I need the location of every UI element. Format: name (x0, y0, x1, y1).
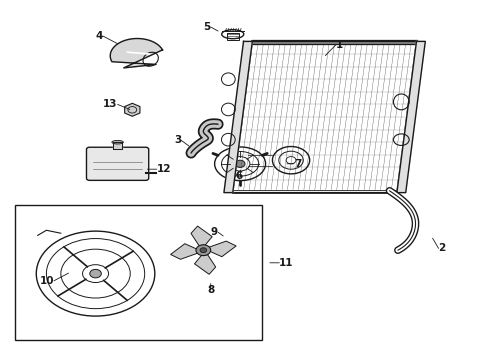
Polygon shape (195, 255, 216, 274)
Text: 11: 11 (279, 258, 294, 268)
Text: 4: 4 (96, 31, 103, 41)
Text: 8: 8 (207, 285, 214, 295)
Text: 10: 10 (39, 276, 54, 286)
Polygon shape (110, 39, 163, 68)
Text: 13: 13 (103, 99, 118, 109)
Polygon shape (124, 103, 140, 116)
Bar (227, 33, 239, 40)
Ellipse shape (112, 140, 123, 144)
Circle shape (235, 160, 245, 167)
Text: 12: 12 (157, 164, 172, 174)
Polygon shape (113, 142, 122, 149)
Text: 3: 3 (174, 135, 181, 145)
Polygon shape (191, 226, 212, 246)
Circle shape (196, 245, 211, 256)
Bar (15, 205, 262, 340)
Polygon shape (209, 241, 236, 257)
Text: 5: 5 (203, 22, 211, 32)
Polygon shape (397, 41, 425, 193)
Circle shape (200, 248, 207, 253)
Text: 1: 1 (336, 40, 343, 50)
Polygon shape (171, 244, 197, 259)
FancyBboxPatch shape (86, 147, 149, 180)
Text: 7: 7 (294, 159, 301, 169)
Text: 9: 9 (211, 227, 218, 237)
Polygon shape (224, 41, 252, 193)
Text: 6: 6 (235, 171, 243, 181)
Circle shape (90, 269, 101, 278)
Text: 2: 2 (439, 243, 446, 253)
